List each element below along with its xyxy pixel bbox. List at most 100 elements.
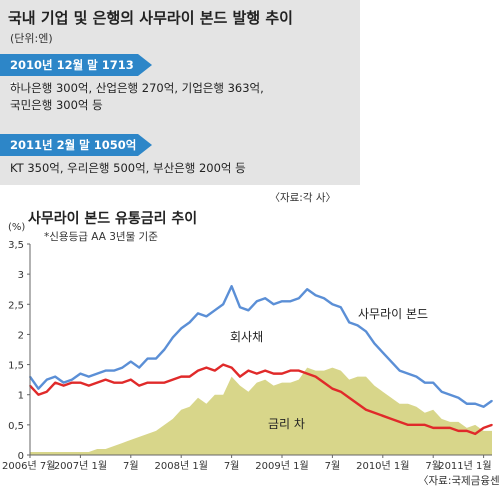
data-point-1-25 [239,375,241,378]
data-point-1-40 [365,408,367,411]
data-point-0-23 [222,303,224,306]
y-tick-label-1: 3 [18,270,24,281]
data-point-0-10 [113,369,115,372]
annotation-corporate-bond: 회사채 [230,330,263,344]
data-point-0-49 [440,390,443,393]
data-point-1-37 [340,390,342,393]
data-point-0-6 [79,372,82,375]
data-point-1-51 [457,430,460,432]
x-tick-label-6: 7월 [325,460,341,472]
data-point-1-55 [491,424,493,426]
data-point-1-20 [197,369,199,372]
data-point-1-50 [449,427,451,429]
data-point-0-36 [331,303,334,306]
spread-area [30,367,492,455]
data-point-0-41 [373,342,376,345]
panel-source: 〈자료:각 사〉 [269,192,336,204]
data-point-0-1 [37,387,40,390]
data-point-0-45 [407,372,409,375]
data-point-1-7 [88,384,90,387]
section1-line2: 국민은행 300억 등 [10,98,103,112]
data-point-1-27 [255,372,258,375]
annotation-spread: 금리 차 [268,417,305,431]
data-point-0-33 [306,288,309,291]
data-point-0-9 [104,369,107,372]
data-point-0-19 [188,321,191,324]
data-point-0-18 [180,327,182,330]
section-header-feb-2011: 2011년 2월 말 1050억 [0,134,152,156]
data-point-0-39 [356,324,359,327]
series-line-layer [29,285,493,436]
data-point-0-40 [365,330,367,333]
data-point-0-37 [340,306,342,309]
spread-area-layer [30,367,492,455]
data-point-1-13 [138,384,140,387]
data-point-1-15 [155,381,157,384]
data-point-0-20 [197,312,199,315]
data-point-1-28 [264,369,267,372]
chart-subtitle: *신용등급 AA 3년물 기준 [44,231,158,243]
data-point-0-21 [205,315,208,318]
data-point-0-28 [264,297,267,300]
data-point-1-10 [113,381,115,384]
y-tick-label-4: 1,5 [8,361,24,372]
data-point-0-52 [466,402,468,405]
data-point-1-36 [331,387,334,390]
chart-source: 〈자료:국제금융센터〉 [418,475,500,487]
data-point-1-35 [323,381,325,384]
data-point-0-31 [289,300,292,303]
data-point-0-38 [348,321,351,324]
data-point-0-55 [491,399,493,402]
data-point-1-18 [180,375,182,378]
x-tick-label-7: 2010년 1월 [356,460,409,472]
data-point-0-3 [54,375,56,378]
data-point-0-14 [146,357,149,360]
y-tick-label-0: 3,5 [8,240,24,251]
data-point-0-5 [71,378,73,381]
data-point-0-4 [62,381,65,384]
y-tick-label-2: 2,5 [8,300,24,311]
data-point-0-32 [298,297,300,300]
data-point-0-30 [281,300,283,303]
data-point-1-41 [373,412,376,414]
x-tick-label-9: 2011년 1월 [438,460,491,472]
data-point-1-33 [306,372,309,375]
data-point-1-8 [96,381,98,384]
data-point-1-46 [415,424,418,426]
data-point-1-34 [314,375,317,378]
data-point-0-24 [230,285,233,288]
section1-line1: 하나은행 300억, 산업은행 270억, 기업은행 363억, [10,81,264,95]
x-tick-label-0: 2006년 7월 [2,460,55,472]
data-point-0-48 [432,381,435,384]
panel-title: 국내 기업 및 은행의 사무라이 본드 발행 추이 [8,9,293,27]
data-point-0-46 [415,375,418,378]
y-tick-label-5: 1 [18,391,24,402]
data-point-1-3 [54,381,56,384]
data-point-1-11 [121,381,124,384]
data-point-1-43 [390,418,393,420]
data-point-1-22 [214,369,216,372]
data-point-0-11 [121,366,124,369]
data-point-1-54 [482,427,485,429]
data-point-1-23 [222,363,224,366]
x-tick-label-8: 7월 [425,460,441,472]
data-point-1-45 [407,424,409,426]
data-point-0-34 [314,294,317,297]
data-point-0-16 [163,348,166,351]
data-point-0-43 [390,360,393,363]
x-tick-label-1: 2007년 1월 [54,460,107,472]
x-tick-label-3: 2008년 1월 [155,460,208,472]
data-point-1-2 [46,390,48,393]
data-point-0-47 [424,381,426,384]
data-point-0-12 [130,360,132,363]
data-point-0-50 [449,393,451,396]
data-point-0-54 [482,405,485,408]
data-point-1-14 [146,381,149,384]
data-point-0-13 [138,366,140,369]
y-tick-label-6: 0,5 [8,421,24,432]
data-point-0-25 [239,306,241,309]
x-tick-label-4: 7월 [224,460,240,472]
data-point-1-16 [163,381,166,384]
